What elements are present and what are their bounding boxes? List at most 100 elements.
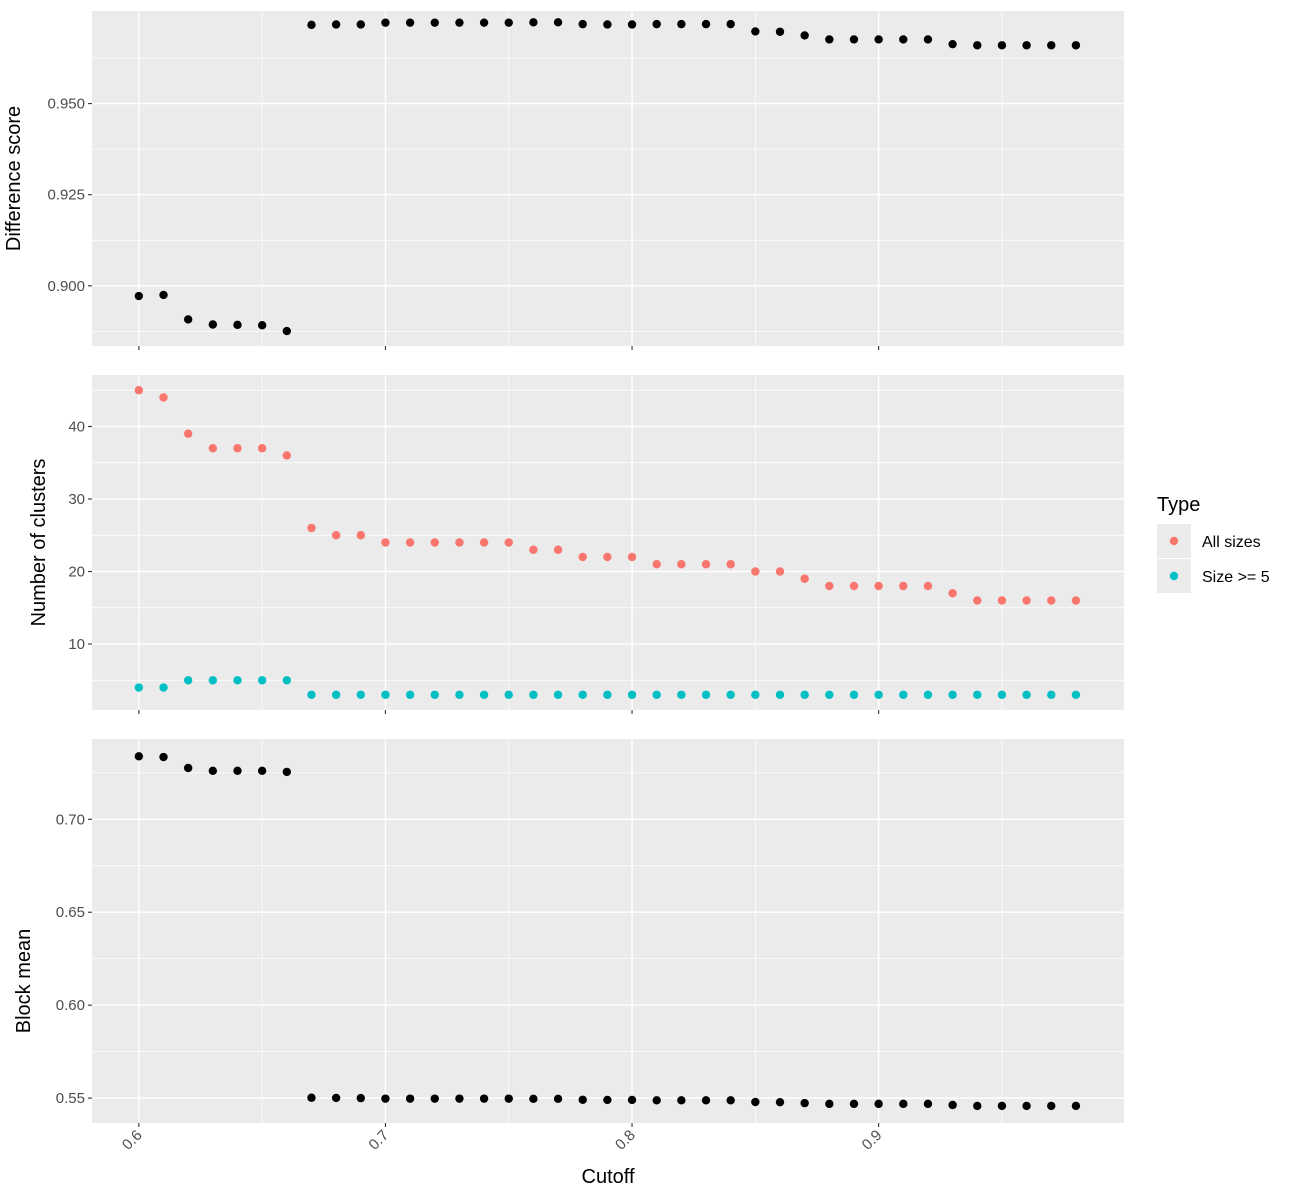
data-point — [455, 18, 464, 27]
data-point — [825, 581, 834, 591]
data-point — [183, 676, 193, 685]
data-point — [800, 31, 809, 40]
data-point — [479, 18, 489, 27]
data-point — [775, 690, 785, 699]
data-point — [208, 766, 218, 775]
data-point — [627, 552, 637, 562]
data-point — [504, 690, 513, 699]
data-point — [874, 1099, 883, 1109]
y-tick-label: 0.60 — [56, 997, 85, 1014]
data-point — [825, 1099, 834, 1109]
data-point — [578, 1095, 587, 1104]
data-point — [825, 35, 834, 44]
data-point — [948, 39, 957, 49]
data-point — [356, 690, 365, 699]
data-point — [1047, 41, 1056, 50]
data-point — [134, 752, 144, 761]
data-point — [331, 690, 341, 699]
data-point — [849, 690, 859, 699]
data-point — [405, 1094, 415, 1103]
data-point — [233, 444, 242, 453]
data-point — [751, 27, 760, 36]
data-point — [208, 676, 218, 685]
legend-swatch-size-5 — [1169, 571, 1179, 581]
data-point — [381, 538, 390, 547]
data-point — [1022, 1101, 1031, 1111]
data-point — [751, 567, 760, 576]
data-point — [479, 538, 489, 547]
data-point — [504, 538, 513, 547]
data-point — [652, 690, 661, 699]
y-tick-label: 0.55 — [56, 1090, 85, 1107]
data-point — [849, 1099, 859, 1109]
panels: 0.900 0.925 0.950 Difference score 10 20 30 40 N… — [3, 11, 1124, 1154]
y-tick-label: 0.900 — [47, 278, 85, 295]
data-point — [257, 444, 267, 453]
panel-background — [92, 739, 1124, 1123]
data-point — [381, 1094, 390, 1103]
data-point — [504, 18, 513, 27]
legend-swatch-all-sizes — [1169, 536, 1179, 546]
data-point — [652, 19, 661, 29]
y-tick-label: 20 — [68, 564, 85, 581]
data-point — [529, 545, 538, 554]
data-point — [726, 19, 735, 29]
data-point — [923, 35, 933, 44]
data-point — [479, 690, 489, 699]
data-point — [479, 1094, 489, 1103]
data-point — [134, 683, 144, 692]
data-point — [529, 18, 538, 27]
data-point — [257, 766, 267, 775]
data-point — [1047, 1101, 1056, 1111]
data-point — [677, 1096, 686, 1105]
legend-label-all-sizes: All sizes — [1202, 534, 1261, 551]
data-point — [948, 589, 957, 598]
data-point — [701, 19, 711, 29]
legend-title: Type — [1157, 494, 1200, 516]
data-point — [504, 1094, 513, 1103]
x-tick-label: 0.7 — [366, 1127, 393, 1154]
data-point — [356, 20, 365, 29]
data-point — [677, 690, 686, 699]
data-point — [405, 18, 415, 27]
data-point — [874, 690, 883, 699]
data-point — [997, 1101, 1007, 1111]
data-point — [1071, 41, 1081, 50]
data-point — [307, 690, 316, 699]
data-point — [529, 690, 538, 699]
data-point — [603, 20, 612, 29]
panel-background — [92, 11, 1124, 346]
data-point — [899, 35, 908, 44]
data-point — [1071, 690, 1081, 699]
y-tick-label: 0.950 — [47, 96, 85, 113]
panel-background — [92, 375, 1124, 710]
y-tick-label: 0.65 — [56, 904, 85, 921]
data-point — [430, 690, 439, 699]
data-point — [356, 531, 365, 540]
y-tick-label: 0.70 — [56, 811, 85, 828]
data-point — [430, 538, 439, 547]
data-point — [381, 18, 390, 27]
data-point — [134, 386, 144, 395]
data-point — [282, 767, 292, 777]
y-axis-title-difference-score: Difference score — [3, 106, 25, 251]
data-point — [455, 690, 464, 699]
panel-difference-score: 0.900 0.925 0.950 Difference score — [3, 11, 1124, 350]
data-point — [282, 676, 292, 685]
data-point — [331, 1093, 341, 1103]
data-point — [553, 18, 563, 27]
data-point — [233, 766, 242, 775]
data-point — [800, 574, 809, 583]
data-point — [405, 690, 415, 699]
data-point — [701, 1096, 711, 1105]
data-point — [578, 19, 587, 29]
data-point — [825, 690, 834, 699]
x-tick-label: 0.6 — [119, 1127, 146, 1154]
data-point — [948, 690, 957, 699]
data-point — [800, 690, 809, 699]
data-point — [183, 315, 193, 324]
x-axis-title: Cutoff — [582, 1166, 635, 1188]
data-point — [233, 676, 242, 685]
y-tick-label: 10 — [68, 636, 85, 653]
y-tick-label: 40 — [68, 418, 85, 435]
